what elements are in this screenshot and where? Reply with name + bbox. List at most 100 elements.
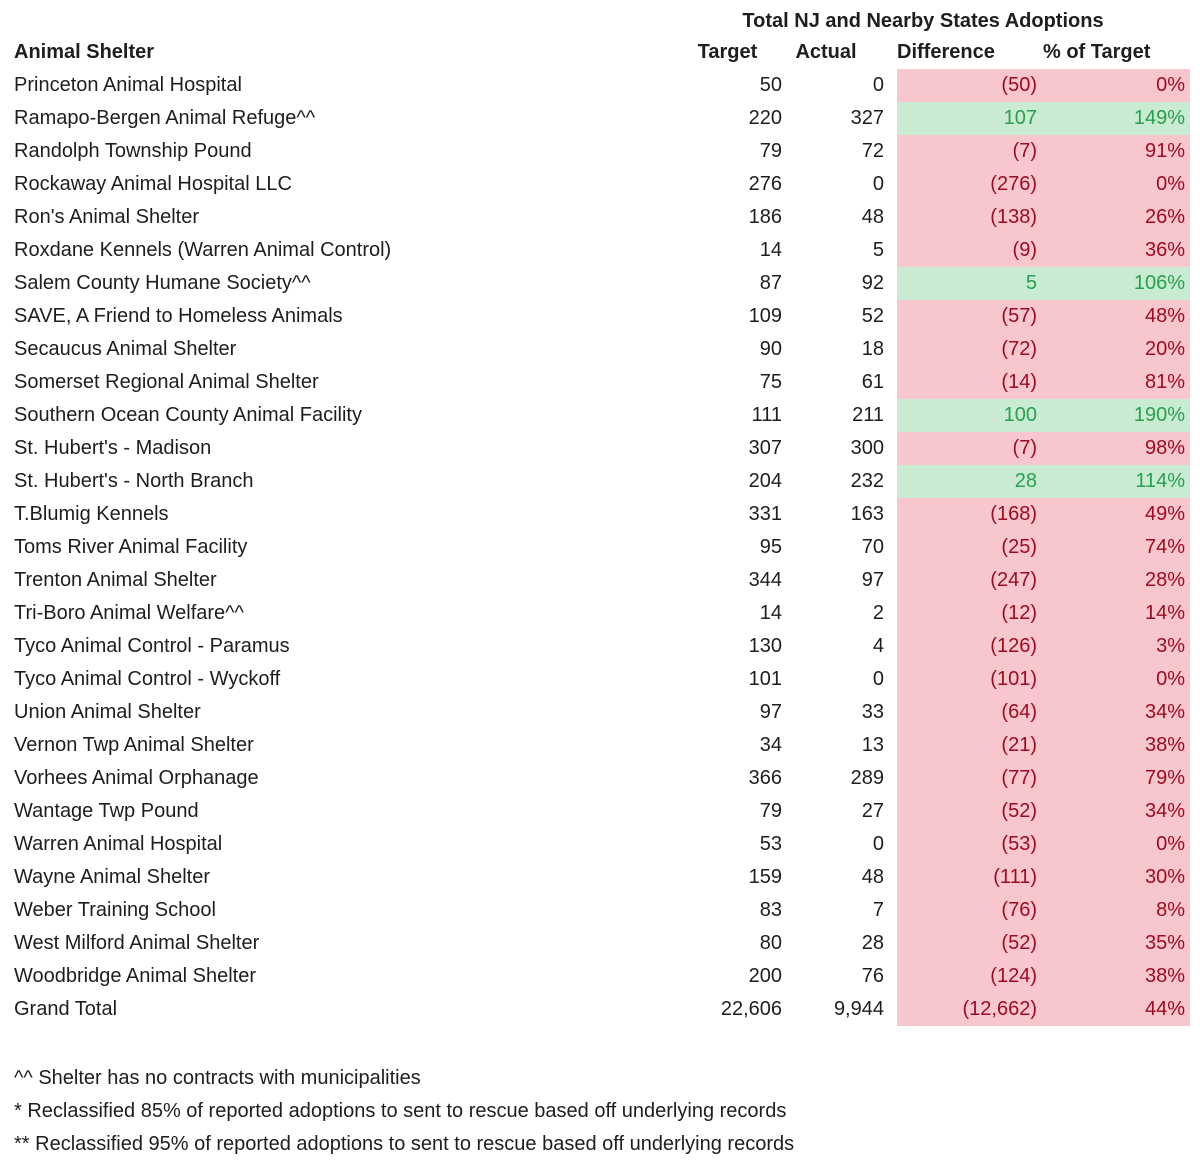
table-row: St. Hubert's - Madison 307 300 (7) 98% — [0, 432, 1200, 465]
cell-target: 101 — [748, 668, 782, 690]
table-row: Grand Total 22,606 9,944 (12,662) 44% — [0, 993, 1200, 1026]
cell-target: 79 — [759, 800, 782, 822]
cell-pct-of-target: 0% — [1043, 828, 1190, 861]
cell-target: 344 — [748, 569, 782, 591]
cell-target: 53 — [759, 833, 782, 855]
cell-shelter-name: Tri-Boro Animal Welfare^^ — [14, 602, 244, 624]
cell-difference: 28 — [897, 465, 1043, 498]
cell-target: 90 — [759, 338, 782, 360]
cell-target: 276 — [748, 173, 782, 195]
cell-pct-of-target: 34% — [1043, 795, 1190, 828]
cell-shelter-name: West Milford Animal Shelter — [14, 932, 260, 954]
cell-shelter-name: St. Hubert's - Madison — [14, 437, 212, 459]
table-row: Princeton Animal Hospital 50 0 (50) 0% — [0, 69, 1200, 102]
cell-pct-of-target: 114% — [1043, 465, 1190, 498]
cell-target: 200 — [748, 965, 782, 987]
cell-target: 109 — [748, 305, 782, 327]
table-row: Vernon Twp Animal Shelter 34 13 (21) 38% — [0, 729, 1200, 762]
cell-actual: 4 — [872, 635, 884, 657]
cell-shelter-name: Ramapo-Bergen Animal Refuge^^ — [14, 107, 316, 129]
cell-actual: 211 — [852, 404, 884, 426]
table-row: Tyco Animal Control - Wyckoff 101 0 (101… — [0, 663, 1200, 696]
cell-difference: (111) — [897, 861, 1043, 894]
table-row: Secaucus Animal Shelter 90 18 (72) 20% — [0, 333, 1200, 366]
cell-pct-of-target: 79% — [1043, 762, 1190, 795]
cell-difference: (101) — [897, 663, 1043, 696]
cell-actual: 48 — [861, 206, 884, 228]
cell-shelter-name: Wayne Animal Shelter — [14, 866, 211, 888]
table-row: Warren Animal Hospital 53 0 (53) 0% — [0, 828, 1200, 861]
cell-pct-of-target: 34% — [1043, 696, 1190, 729]
cell-difference: (52) — [897, 927, 1043, 960]
cell-shelter-name: Ron's Animal Shelter — [14, 206, 200, 228]
cell-actual: 27 — [861, 800, 884, 822]
cell-target: 159 — [748, 866, 782, 888]
table-title: Total NJ and Nearby States Adoptions — [742, 10, 1104, 32]
cell-pct-of-target: 3% — [1043, 630, 1190, 663]
cell-target: 75 — [759, 371, 782, 393]
cell-target: 220 — [748, 107, 782, 129]
table-row: Tyco Animal Control - Paramus 130 4 (126… — [0, 630, 1200, 663]
table-row: Toms River Animal Facility 95 70 (25) 74… — [0, 531, 1200, 564]
cell-pct-of-target: 81% — [1043, 366, 1190, 399]
cell-shelter-name: Vorhees Animal Orphanage — [14, 767, 259, 789]
cell-target: 95 — [759, 536, 782, 558]
table-row: Randolph Township Pound 79 72 (7) 91% — [0, 135, 1200, 168]
cell-pct-of-target: 48% — [1043, 300, 1190, 333]
cell-actual: 2 — [872, 602, 884, 624]
cell-target: 130 — [748, 635, 782, 657]
cell-shelter-name: Princeton Animal Hospital — [14, 74, 242, 96]
cell-difference: (25) — [897, 531, 1043, 564]
cell-shelter-name: SAVE, A Friend to Homeless Animals — [14, 305, 343, 327]
table-row: Woodbridge Animal Shelter 200 76 (124) 3… — [0, 960, 1200, 993]
cell-difference: (12,662) — [897, 993, 1043, 1026]
cell-difference: 100 — [897, 399, 1043, 432]
cell-difference: (276) — [897, 168, 1043, 201]
cell-actual: 0 — [872, 173, 884, 195]
cell-actual: 18 — [861, 338, 884, 360]
cell-actual: 92 — [861, 272, 884, 294]
table-row: Wayne Animal Shelter 159 48 (111) 30% — [0, 861, 1200, 894]
cell-shelter-name: Somerset Regional Animal Shelter — [14, 371, 319, 393]
cell-actual: 0 — [872, 668, 884, 690]
cell-pct-of-target: 190% — [1043, 399, 1190, 432]
cell-pct-of-target: 98% — [1043, 432, 1190, 465]
cell-difference: 5 — [897, 267, 1043, 300]
cell-shelter-name: Randolph Township Pound — [14, 140, 252, 162]
cell-target: 14 — [759, 602, 782, 624]
footnote-no-contracts: ^^ Shelter has no contracts with municip… — [14, 1067, 421, 1089]
cell-actual: 52 — [861, 305, 884, 327]
cell-pct-of-target: 8% — [1043, 894, 1190, 927]
table-header-row: Animal Shelter Target Actual Difference … — [0, 36, 1200, 69]
cell-pct-of-target: 26% — [1043, 201, 1190, 234]
table-row: Trenton Animal Shelter 344 97 (247) 28% — [0, 564, 1200, 597]
cell-difference: (247) — [897, 564, 1043, 597]
cell-target: 331 — [748, 503, 782, 525]
cell-pct-of-target: 91% — [1043, 135, 1190, 168]
table-row: Vorhees Animal Orphanage 366 289 (77) 79… — [0, 762, 1200, 795]
cell-shelter-name: T.Blumig Kennels — [14, 503, 169, 525]
cell-pct-of-target: 0% — [1043, 663, 1190, 696]
cell-difference: (126) — [897, 630, 1043, 663]
cell-target: 80 — [759, 932, 782, 954]
cell-target: 22,606 — [720, 998, 782, 1020]
cell-difference: (7) — [897, 135, 1043, 168]
cell-actual: 300 — [850, 437, 884, 459]
cell-shelter-name: Warren Animal Hospital — [14, 833, 223, 855]
column-header-pct-of-target: % of Target — [1043, 41, 1151, 63]
footnotes: ^^ Shelter has no contracts with municip… — [0, 1062, 1200, 1161]
cell-difference: (9) — [897, 234, 1043, 267]
cell-difference: (14) — [897, 366, 1043, 399]
table-row: Wantage Twp Pound 79 27 (52) 34% — [0, 795, 1200, 828]
title-row: Total NJ and Nearby States Adoptions — [0, 0, 1200, 36]
table-row: Southern Ocean County Animal Facility 11… — [0, 399, 1200, 432]
cell-difference: (124) — [897, 960, 1043, 993]
column-header-actual: Actual — [795, 41, 857, 63]
cell-shelter-name: St. Hubert's - North Branch — [14, 470, 254, 492]
table-row: Salem County Humane Society^^ 87 92 5 10… — [0, 267, 1200, 300]
footnote-reclassified-85: * Reclassified 85% of reported adoptions… — [14, 1100, 787, 1122]
cell-actual: 0 — [872, 74, 884, 96]
table-row: Tri-Boro Animal Welfare^^ 14 2 (12) 14% — [0, 597, 1200, 630]
table-row: West Milford Animal Shelter 80 28 (52) 3… — [0, 927, 1200, 960]
